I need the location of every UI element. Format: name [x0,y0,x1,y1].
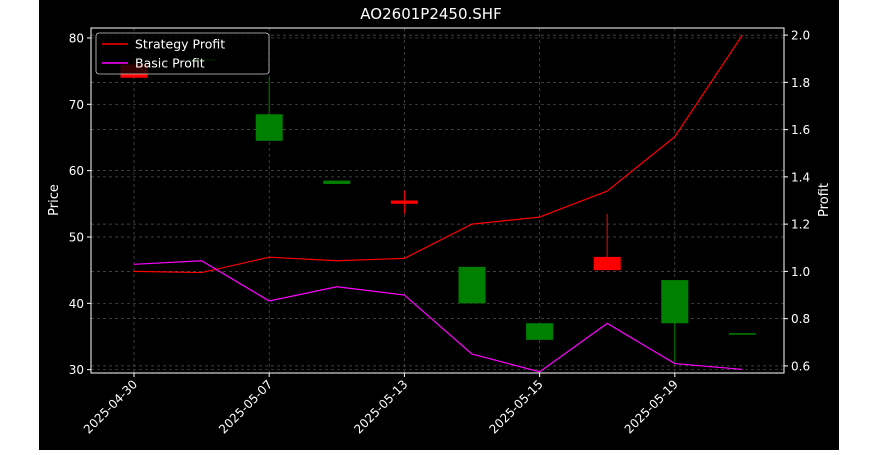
chart-title: AO2601P2450.SHF [360,5,501,23]
candle-body [593,256,621,271]
legend-box [95,32,270,75]
y-tick-label-left: 50 [69,230,84,244]
x-tick-label: 2025-05-13 [351,377,410,436]
x-tick-label: 2025-05-07 [216,377,275,436]
y-tick-label-left: 60 [69,164,84,178]
x-tick-label: 2025-04-30 [81,377,140,436]
y-tick-label-right: 1.8 [791,76,810,90]
y-axis-label-left: Price [47,184,62,216]
y-tick-label-right: 1.6 [791,123,810,137]
series-line [133,260,743,373]
y-tick-label-left: 80 [69,31,84,45]
candle-body [526,323,554,340]
candle-body [323,180,351,184]
candle-body [390,200,418,204]
chart-figure: AO2601P2450.SHF Price Profit 30 40 50 60 70 8… [39,0,839,450]
axes: 30 40 50 60 70 80 0.6 0.8 1.0 1.2 1.4 1.6 1.8 2.0 2025… [69,29,810,437]
candle-body [458,266,486,304]
y-axis-label-right: Profit [817,183,832,217]
y-tick-label-right: 0.8 [791,312,810,326]
profit-lines [133,34,743,373]
candles [120,57,756,364]
x-tick-label: 2025-05-19 [622,377,681,436]
legend-label: Basic Profit [135,56,205,71]
legend: Strategy Profit Basic Profit [95,32,270,75]
y-tick-label-right: 1.4 [791,170,810,184]
candle-body [255,114,283,141]
candle-body [728,333,756,335]
y-tick-label-left: 70 [69,98,84,112]
candlestick-chart: AO2601P2450.SHF Price Profit 30 40 50 60 70 8… [47,5,832,437]
y-tick-label-left: 40 [69,297,84,311]
y-tick-label-right: 1.0 [791,265,810,279]
y-tick-label-left: 30 [69,363,84,377]
y-tick-label-right: 1.2 [791,218,810,232]
series-line [133,34,743,274]
plot-frame [90,27,785,374]
y-tick-label-right: 0.6 [791,359,810,373]
y-tick-label-right: 2.0 [791,29,810,43]
legend-label: Strategy Profit [135,37,225,52]
candle-body [661,280,689,324]
x-tick-label: 2025-05-15 [487,377,546,436]
